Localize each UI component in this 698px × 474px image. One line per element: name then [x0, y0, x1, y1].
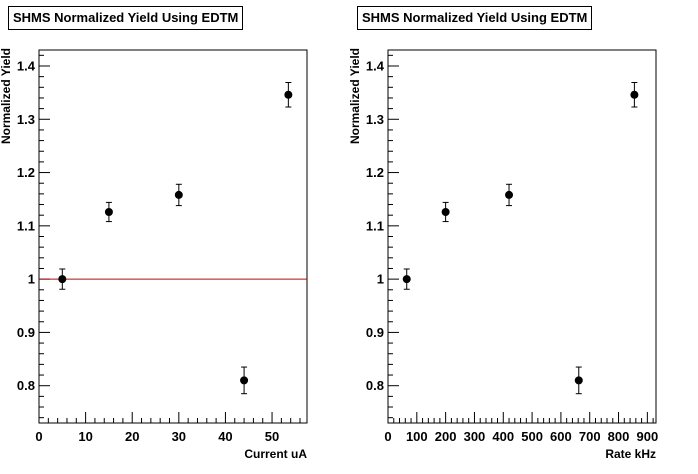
data-point	[240, 376, 249, 385]
x-tick-label: 700	[579, 429, 601, 444]
y-tick-label: 1.4	[17, 58, 36, 73]
y-tick-label: 1	[28, 272, 35, 287]
x-tick-label: 500	[521, 429, 543, 444]
chart-rate: 0.8 0.9 1 1.1 1.2 1.3 1.4 0 100 200 300 400 500 600 70…	[349, 48, 659, 461]
data-point	[174, 190, 183, 199]
x-tick-label: 400	[492, 429, 514, 444]
data-point	[284, 90, 293, 99]
data-point	[402, 275, 411, 284]
x-tick-label: 300	[464, 429, 486, 444]
x-tick-label: 800	[608, 429, 630, 444]
x-tick-label: 600	[550, 429, 572, 444]
x-tick-label: 0	[35, 429, 42, 444]
y-tick-label: 1.2	[17, 165, 35, 180]
x-tick-label: 0	[384, 429, 391, 444]
x-axis-title: Current uA	[244, 447, 307, 461]
y-tick-label: 0.8	[17, 378, 35, 393]
plot-frame	[38, 49, 308, 424]
x-tick-label: 20	[125, 429, 139, 444]
y-tick-label: 1.1	[17, 218, 35, 233]
y-tick-label: 0.8	[366, 378, 384, 393]
x-tick-label: 40	[218, 429, 232, 444]
chart-title-right: SHMS Normalized Yield Using EDTM	[357, 6, 593, 30]
y-tick-label: 1.3	[366, 112, 384, 127]
y-axis-title: Normalized Yield	[0, 48, 13, 144]
y-axis-title: Normalized Yield	[349, 48, 362, 144]
y-tick-label: 1.1	[366, 218, 384, 233]
y-tick-label: 1.3	[17, 112, 35, 127]
data-point	[104, 207, 113, 216]
x-tick-label: 200	[435, 429, 457, 444]
y-tick-label: 0.9	[366, 325, 384, 340]
x-tick-label: 30	[172, 429, 186, 444]
y-tick-label: 1.4	[366, 58, 385, 73]
y-tick-label: 0.9	[17, 325, 35, 340]
y-tick-label: 1	[377, 272, 384, 287]
x-tick-label: 100	[406, 429, 428, 444]
x-tick-label: 900	[637, 429, 659, 444]
x-tick-label: 10	[78, 429, 92, 444]
data-point	[58, 275, 67, 284]
chart-title-left: SHMS Normalized Yield Using EDTM	[8, 6, 244, 30]
data-point	[630, 90, 639, 99]
data-point	[505, 190, 514, 199]
data-point	[574, 376, 583, 385]
x-axis-title: Rate kHz	[605, 447, 656, 461]
plot-frame	[387, 49, 657, 424]
chart-current: 0.8 0.9 1 1.1 1.2 1.3 1.4 0 10 20 30 40 50 Current uA…	[0, 48, 308, 461]
y-tick-label: 1.2	[366, 165, 384, 180]
x-tick-label: 50	[265, 429, 279, 444]
data-point	[441, 207, 450, 216]
